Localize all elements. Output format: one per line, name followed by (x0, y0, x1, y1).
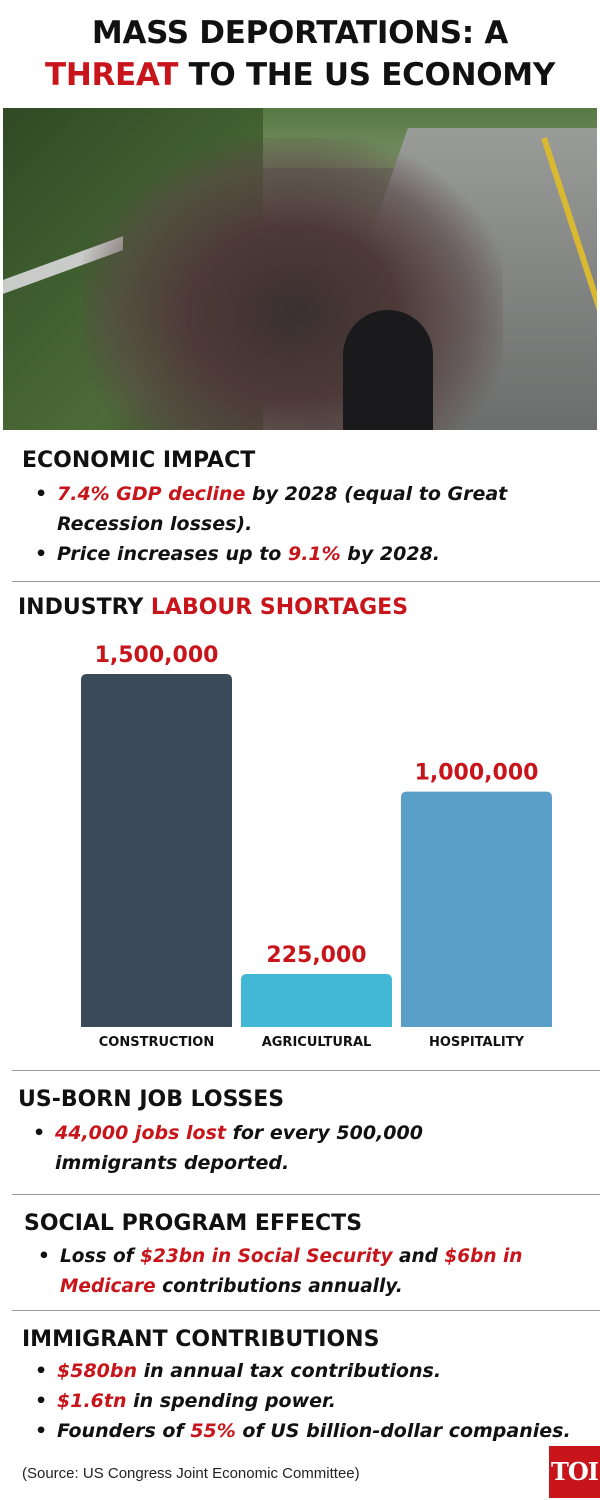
economic-impact-list: 7.4% GDP decline by 2028 (equal to Great… (0, 479, 600, 569)
source-note: (Source: US Congress Joint Economic Comm… (22, 1465, 360, 1482)
title-line-1: MASS DEPORTATIONS: A (91, 15, 509, 51)
labour-shortages-heading: INDUSTRY LABOUR SHORTAGES (18, 595, 409, 620)
page-title: MASS DEPORTATIONS: A THREAT TO THE US EC… (0, 12, 600, 96)
list-item: 44,000 jobs lost for every 500,000 immig… (33, 1118, 540, 1178)
divider (12, 581, 600, 582)
title-threat-word: THREAT (45, 57, 179, 93)
bar-chart-svg: 1,500,000 CONSTRUCTION 225,000 AGRICULTURAL… (81, 643, 552, 1050)
category-label-construction: CONSTRUCTION (99, 1035, 214, 1050)
bar-hospitality (401, 791, 552, 1027)
immigrant-contributions-list: $580bn in annual tax contributions. $1.6… (0, 1356, 600, 1446)
labour-shortage-bar-chart: 1,500,000 CONSTRUCTION 225,000 AGRICULTURAL… (0, 640, 600, 1060)
list-item: Founders of 55% of US billion-dollar com… (35, 1416, 590, 1446)
immigrant-contributions-heading: IMMIGRANT CONTRIBUTIONS (22, 1327, 380, 1352)
social-program-heading: SOCIAL PROGRAM EFFECTS (24, 1211, 363, 1236)
list-item: $1.6tn in spending power. (35, 1386, 590, 1416)
economic-impact-section: ECONOMIC IMPACT 7.4% GDP decline by 2028… (0, 448, 600, 569)
labour-shortages-section: INDUSTRY LABOUR SHORTAGES (0, 595, 600, 620)
divider (12, 1070, 600, 1071)
category-label-agricultural: AGRICULTURAL (262, 1035, 372, 1050)
social-program-list: Loss of $23bn in Social Security and $6b… (0, 1242, 600, 1302)
list-item: 7.4% GDP decline by 2028 (equal to Great… (35, 479, 582, 539)
divider (12, 1194, 600, 1195)
toi-logo: TOI (549, 1446, 600, 1498)
migrant-caravan-photo (3, 108, 597, 430)
title-line-2-rest: TO THE US ECONOMY (178, 57, 556, 93)
job-losses-list: 44,000 jobs lost for every 500,000 immig… (0, 1118, 600, 1178)
social-program-section: SOCIAL PROGRAM EFFECTS Loss of $23bn in … (0, 1211, 600, 1302)
job-losses-heading: US-BORN JOB LOSSES (18, 1087, 285, 1112)
title-line-2: THREAT TO THE US ECONOMY (0, 54, 600, 96)
list-item: $580bn in annual tax contributions. (35, 1356, 590, 1386)
value-label-construction: 1,500,000 (95, 643, 219, 668)
divider (12, 1310, 600, 1311)
economic-impact-heading: ECONOMIC IMPACT (22, 448, 256, 473)
immigrant-contributions-section: IMMIGRANT CONTRIBUTIONS $580bn in annual… (0, 1327, 600, 1446)
bar-construction (81, 674, 232, 1027)
value-label-agricultural: 225,000 (266, 943, 366, 968)
list-item: Price increases up to 9.1% by 2028. (35, 539, 582, 569)
job-losses-section: US-BORN JOB LOSSES 44,000 jobs lost for … (0, 1087, 600, 1178)
bar-agricultural (241, 974, 392, 1027)
category-label-hospitality: HOSPITALITY (429, 1035, 525, 1050)
value-label-hospitality: 1,000,000 (415, 761, 539, 786)
list-item: Loss of $23bn in Social Security and $6b… (38, 1242, 600, 1302)
